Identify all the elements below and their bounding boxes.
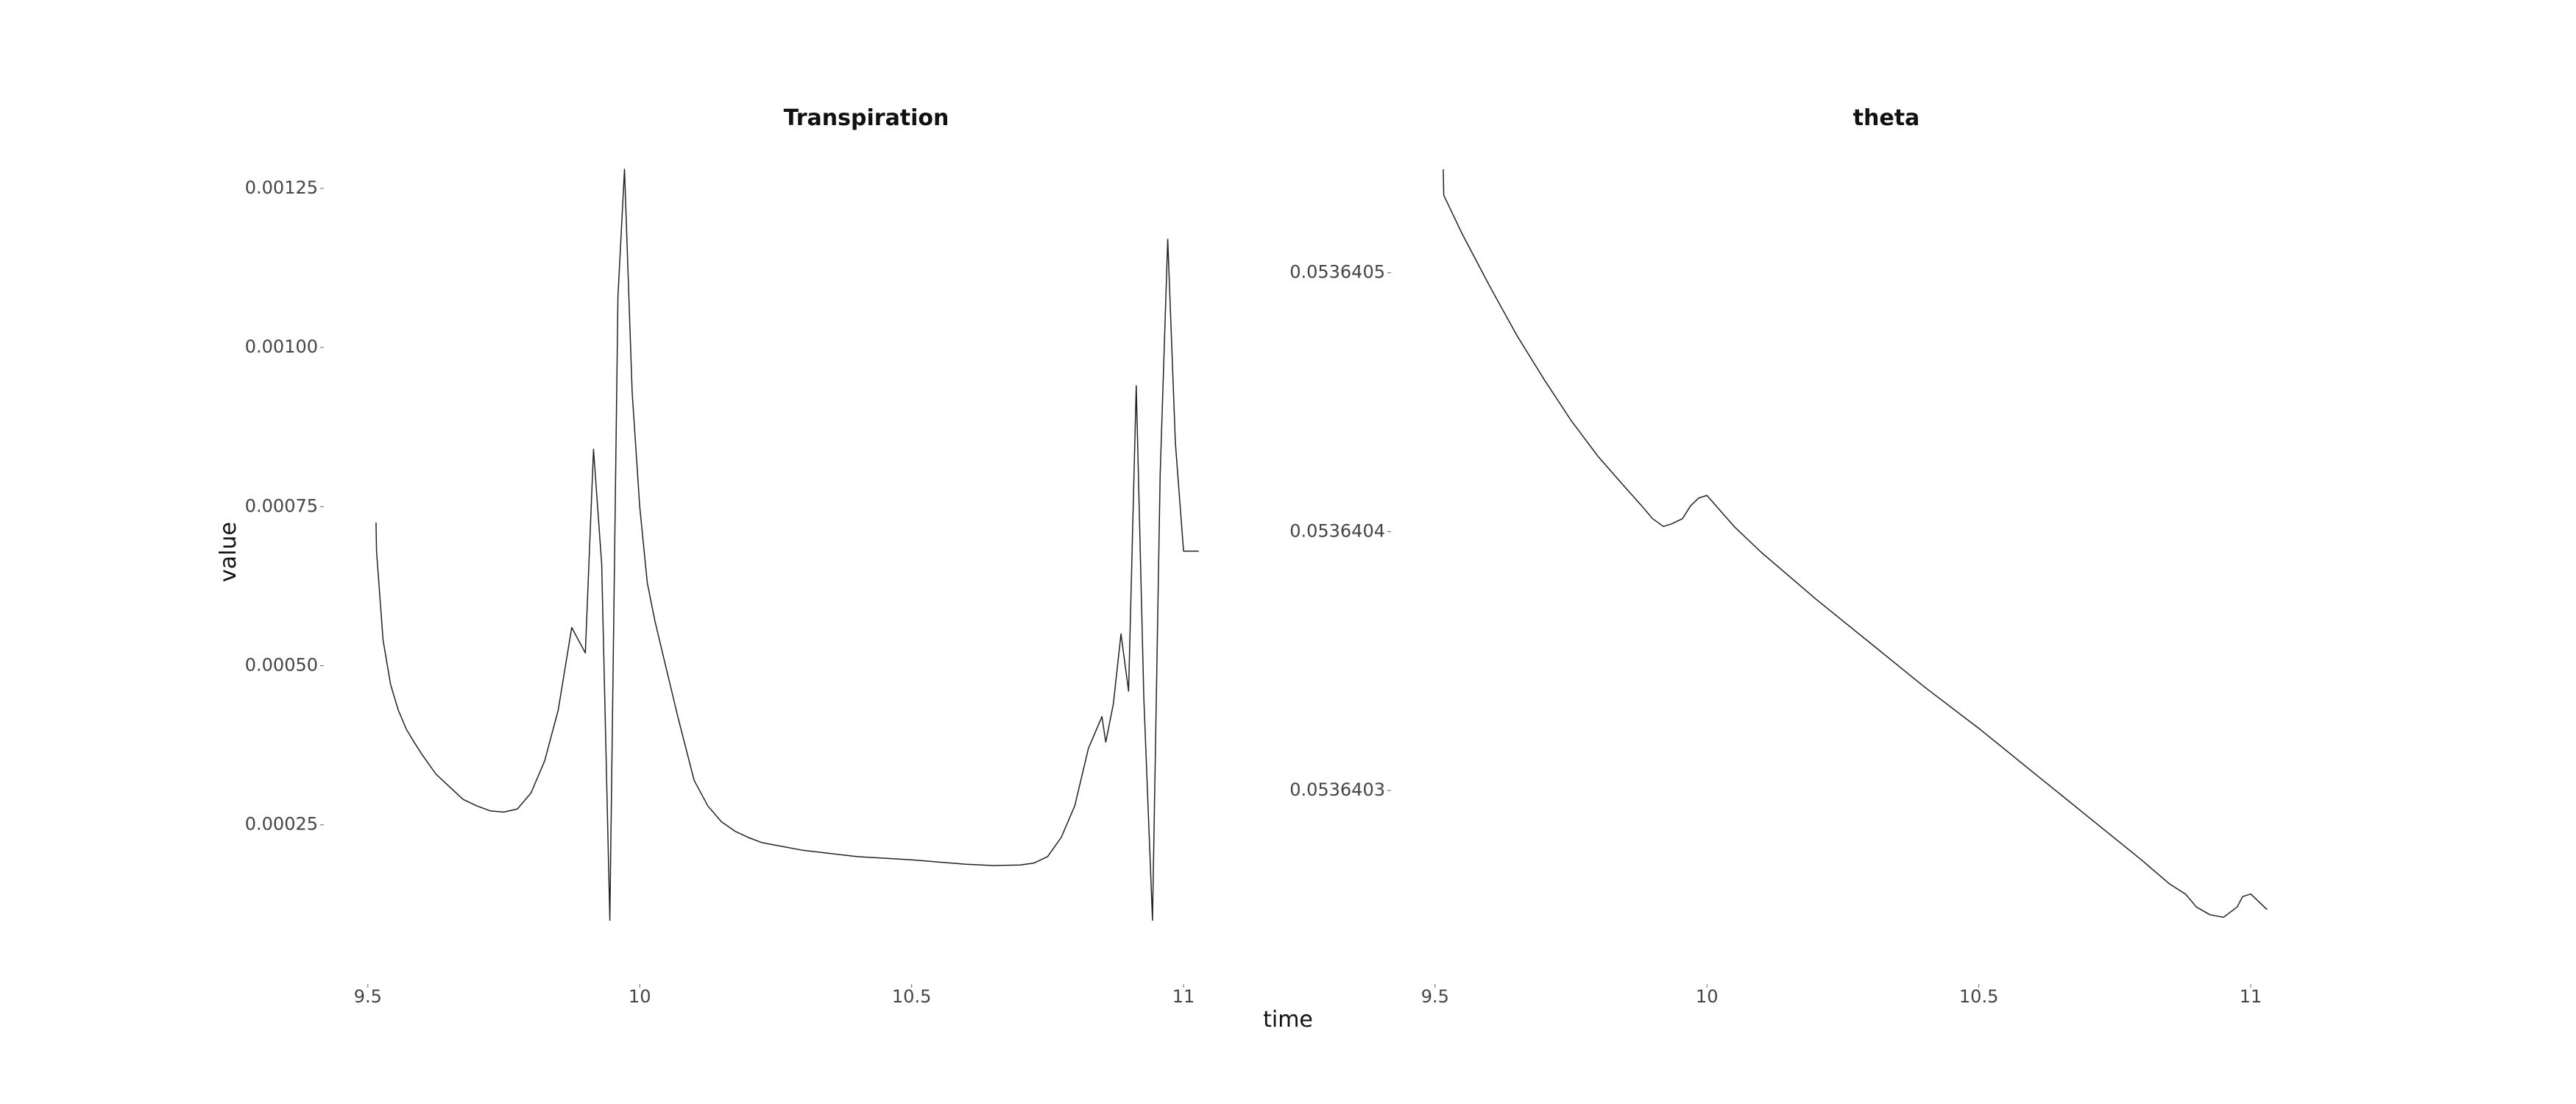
theta-y-ticks: 0.0536403 0.0536404 0.0536405 (1289, 262, 1391, 800)
theta-x-tick-label: 10.5 (1959, 986, 1998, 1007)
transpiration-y-ticks: 0.00025 0.00050 0.00075 0.00100 0.00125 (245, 177, 324, 835)
theta-panel: theta 0.0536403 0.0536404 0.0536405 9.5 10 1… (1289, 105, 2268, 1007)
transpiration-y-tick-label: 0.00025 (245, 814, 318, 835)
theta-y-tick-label: 0.0536404 (1289, 520, 1385, 541)
transpiration-series-line (375, 169, 1199, 921)
transpiration-x-tick-label: 9.5 (354, 986, 382, 1007)
theta-title: theta (1853, 105, 1920, 131)
transpiration-x-tick-label: 10.5 (892, 986, 931, 1007)
theta-x-tick-label: 9.5 (1421, 986, 1449, 1007)
theta-x-tick-label: 11 (2240, 986, 2262, 1007)
x-axis-label: time (1263, 1007, 1313, 1033)
theta-x-ticks: 9.5 10 10.5 11 (1421, 984, 2262, 1007)
transpiration-y-tick-label: 0.00075 (245, 495, 318, 516)
transpiration-title: Transpiration (784, 105, 949, 131)
transpiration-y-tick-label: 0.00100 (245, 336, 318, 357)
theta-y-tick-label: 0.0536403 (1289, 779, 1385, 800)
transpiration-x-tick-label: 10 (629, 986, 651, 1007)
transpiration-x-tick-label: 11 (1172, 986, 1195, 1007)
transpiration-series (375, 169, 1199, 921)
transpiration-x-ticks: 9.5 10 10.5 11 (354, 984, 1195, 1007)
y-axis-label: value (216, 522, 241, 582)
theta-y-tick-label: 0.0536405 (1289, 262, 1385, 283)
transpiration-y-tick-label: 0.00050 (245, 655, 318, 676)
theta-series (1443, 169, 2268, 919)
theta-x-tick-label: 10 (1696, 986, 1719, 1007)
theta-series-line (1443, 169, 2268, 919)
transpiration-panel: Transpiration 0.00025 0.00050 0.00075 0.001… (245, 105, 1199, 1007)
transpiration-y-tick-label: 0.00125 (245, 177, 318, 198)
